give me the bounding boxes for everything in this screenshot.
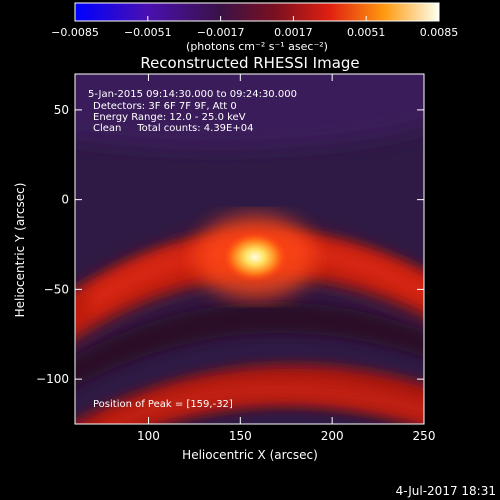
- y-tick-label: −100: [36, 372, 69, 386]
- colorbar-gradient: [74, 2, 440, 22]
- x-axis-ticks: 100 150 200 250: [137, 74, 435, 443]
- colorbar-tick-label: −0.0051: [124, 26, 172, 39]
- plot-frame: [74, 73, 425, 425]
- arc-band-core: [90, 236, 424, 315]
- heatmap-image: [75, 74, 424, 424]
- x-tick-label: 250: [413, 429, 436, 443]
- y-tick-label: 50: [54, 103, 69, 117]
- colorbar-tick-label: −0.0085: [51, 26, 99, 39]
- dark-gap: [75, 302, 424, 387]
- colorbar-tick-label: 0.0017: [274, 26, 313, 39]
- peak-source: [221, 231, 289, 283]
- y-tick-label: 0: [61, 193, 69, 207]
- x-axis-label: Heliocentric X (arcsec): [182, 448, 318, 462]
- annotations: 5-Jan-2015 09:14:30.000 to 09:24:30.000 …: [88, 89, 297, 410]
- y-tick-label: −50: [44, 282, 69, 296]
- colorbar-ticks: −0.0085 −0.0051 −0.0017 0.0017 0.0051 0.0085: [51, 16, 458, 39]
- annotation-energy: Energy Range: 12.0 - 25.0 keV: [93, 112, 246, 123]
- annotation-detectors: Detectors: 3F 6F 7F 9F, Att 0: [93, 101, 237, 112]
- colorbar-tick-label: −0.0017: [197, 26, 245, 39]
- x-tick-label: 100: [137, 429, 160, 443]
- upper-haze: [75, 74, 424, 150]
- annotation-peak-position: Position of Peak = [159,-32]: [93, 399, 233, 410]
- x-tick-label: 150: [229, 429, 252, 443]
- colorbar-tick-label: 0.0051: [347, 26, 386, 39]
- y-axis-ticks: 50 0 −50 −100: [36, 103, 424, 386]
- y-axis-label: Heliocentric Y (arcsec): [13, 183, 27, 318]
- annotation-time-range: 5-Jan-2015 09:14:30.000 to 09:24:30.000: [88, 89, 297, 100]
- colorbar-units: (photons cm⁻² s⁻¹ asec⁻²): [186, 40, 328, 53]
- colorbar-tick-label: 0.0085: [420, 26, 459, 39]
- chart-title: Reconstructed RHESSI Image: [140, 54, 359, 72]
- x-tick-label: 200: [321, 429, 344, 443]
- lower-arc-glow: [100, 378, 424, 424]
- annotation-clean: Clean Total counts: 4.39E+04: [93, 123, 253, 134]
- colorbar: −0.0085 −0.0051 −0.0017 0.0017 0.0051 0.0085 …: [51, 2, 458, 53]
- footer-date: 4-Jul-2017 18:31: [396, 484, 496, 498]
